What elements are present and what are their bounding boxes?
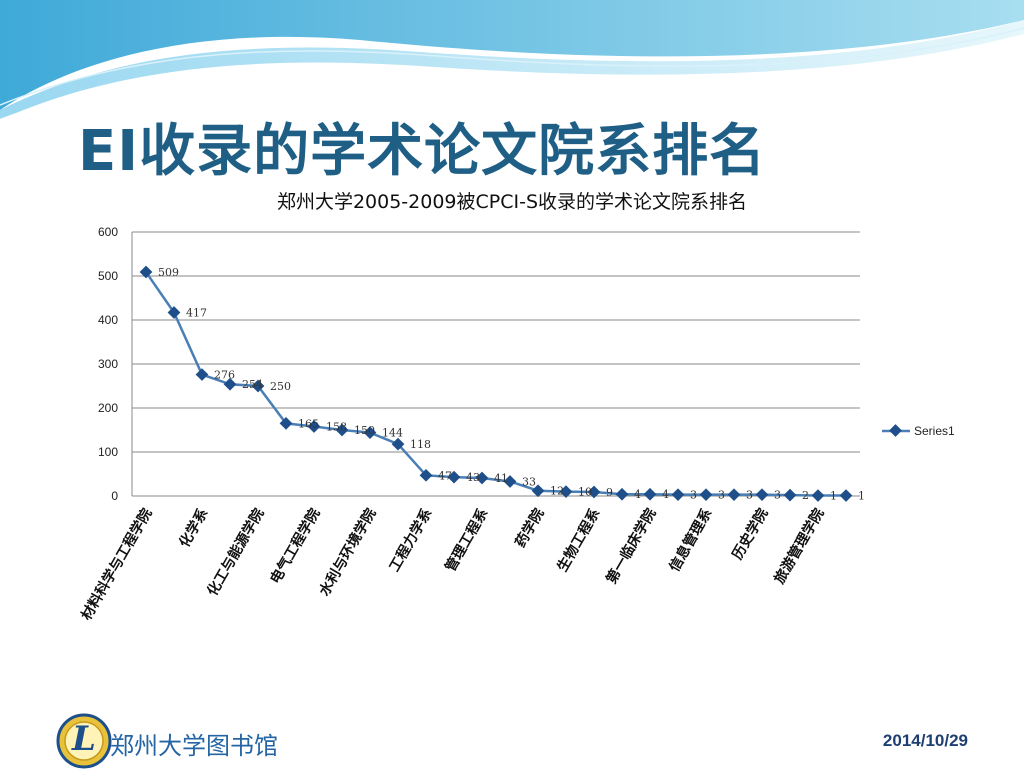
data-point-marker bbox=[699, 488, 713, 502]
y-tick-label: 400 bbox=[98, 313, 118, 327]
data-point-marker bbox=[363, 426, 377, 440]
x-tick-label: 工程力学系 bbox=[386, 506, 436, 575]
data-point-marker bbox=[335, 423, 349, 437]
slide-title: EI收录的学术论文院系排名 bbox=[78, 119, 767, 184]
data-label: 1 bbox=[858, 490, 865, 503]
series-markers bbox=[139, 265, 853, 502]
data-label: 165 bbox=[298, 417, 319, 430]
data-label: 10 bbox=[578, 486, 592, 499]
y-tick-label: 600 bbox=[98, 225, 118, 239]
data-point-marker bbox=[391, 437, 405, 451]
data-point-marker bbox=[307, 420, 321, 433]
y-axis-ticks: 0 100 200 300 400 500 600 bbox=[98, 225, 118, 503]
data-point-marker bbox=[475, 471, 489, 485]
data-point-marker bbox=[167, 306, 181, 319]
x-tick-label: 药学院 bbox=[512, 506, 548, 551]
data-label: 276 bbox=[214, 369, 235, 382]
data-label: 4 bbox=[634, 488, 641, 501]
data-label: 1 bbox=[830, 490, 837, 503]
header-wave-decoration bbox=[0, 0, 1024, 120]
data-point-marker bbox=[811, 489, 825, 502]
data-label: 3 bbox=[718, 489, 725, 502]
data-label: 41 bbox=[494, 472, 508, 485]
data-point-marker bbox=[279, 417, 293, 430]
y-tick-label: 200 bbox=[98, 401, 118, 415]
y-tick-label: 100 bbox=[98, 445, 118, 459]
data-label: 43 bbox=[466, 471, 480, 484]
data-point-marker bbox=[643, 487, 657, 501]
data-label: 47 bbox=[438, 469, 452, 482]
data-point-marker bbox=[615, 487, 629, 501]
data-point-marker bbox=[755, 488, 769, 502]
data-point-marker bbox=[783, 488, 797, 502]
data-label: 3 bbox=[746, 489, 753, 502]
data-label: 144 bbox=[382, 427, 403, 440]
x-tick-label: 生物工程系 bbox=[554, 506, 604, 575]
library-logo bbox=[56, 713, 112, 769]
y-tick-label: 0 bbox=[111, 489, 118, 503]
x-tick-label: 旅游管理学院 bbox=[771, 506, 828, 587]
data-label: 509 bbox=[158, 266, 179, 279]
x-tick-label: 化工与能源学院 bbox=[204, 506, 268, 599]
data-label: 118 bbox=[410, 438, 431, 451]
data-label: 417 bbox=[186, 307, 207, 320]
data-label: 250 bbox=[270, 380, 291, 393]
data-point-marker bbox=[727, 488, 741, 502]
x-tick-label: 材料科学与工程学院 bbox=[78, 506, 156, 624]
legend-marker-swatch bbox=[889, 424, 902, 437]
chart-title: 郑州大学2005-2009被CPCI-S收录的学术论文院系排名 bbox=[277, 191, 747, 213]
footer-organization: 郑州大学图书馆 bbox=[110, 732, 278, 760]
data-label: 33 bbox=[522, 475, 536, 488]
data-label: 150 bbox=[354, 424, 375, 437]
data-label: 4 bbox=[662, 488, 669, 501]
legend-label: Series1 bbox=[914, 424, 955, 438]
data-label: 254 bbox=[242, 378, 263, 391]
x-tick-label: 历史学院 bbox=[729, 506, 772, 563]
data-point-marker bbox=[223, 377, 237, 391]
x-tick-label: 水利与环境学院 bbox=[316, 506, 380, 599]
data-point-marker bbox=[671, 488, 685, 502]
line-chart: 郑州大学2005-2009被CPCI-S收录的学术论文院系排名 0 100 200 3… bbox=[78, 191, 955, 624]
x-tick-label: 管理工程系 bbox=[442, 506, 492, 575]
data-point-marker bbox=[251, 379, 265, 393]
y-tick-label: 300 bbox=[98, 357, 118, 371]
footer-date: 2014/10/29 bbox=[882, 731, 968, 750]
data-label: 158 bbox=[326, 420, 347, 433]
x-tick-label: 第一临床学院 bbox=[603, 506, 660, 587]
x-tick-label: 电气工程学院 bbox=[267, 506, 324, 587]
x-tick-label: 信息管理系 bbox=[666, 506, 716, 575]
data-label: 3 bbox=[774, 489, 781, 502]
data-point-marker bbox=[839, 489, 853, 502]
data-label: 2 bbox=[802, 489, 809, 502]
data-point-marker bbox=[419, 468, 433, 482]
legend: Series1 bbox=[882, 424, 955, 438]
y-tick-label: 500 bbox=[98, 269, 118, 283]
x-tick-label: 化学系 bbox=[176, 506, 212, 551]
data-label: 12 bbox=[550, 485, 564, 498]
data-point-marker bbox=[195, 368, 209, 381]
data-label: 9 bbox=[606, 486, 613, 499]
gridlines bbox=[131, 231, 860, 497]
data-point-marker bbox=[447, 470, 461, 484]
data-label: 3 bbox=[690, 489, 697, 502]
data-point-marker bbox=[139, 265, 153, 279]
